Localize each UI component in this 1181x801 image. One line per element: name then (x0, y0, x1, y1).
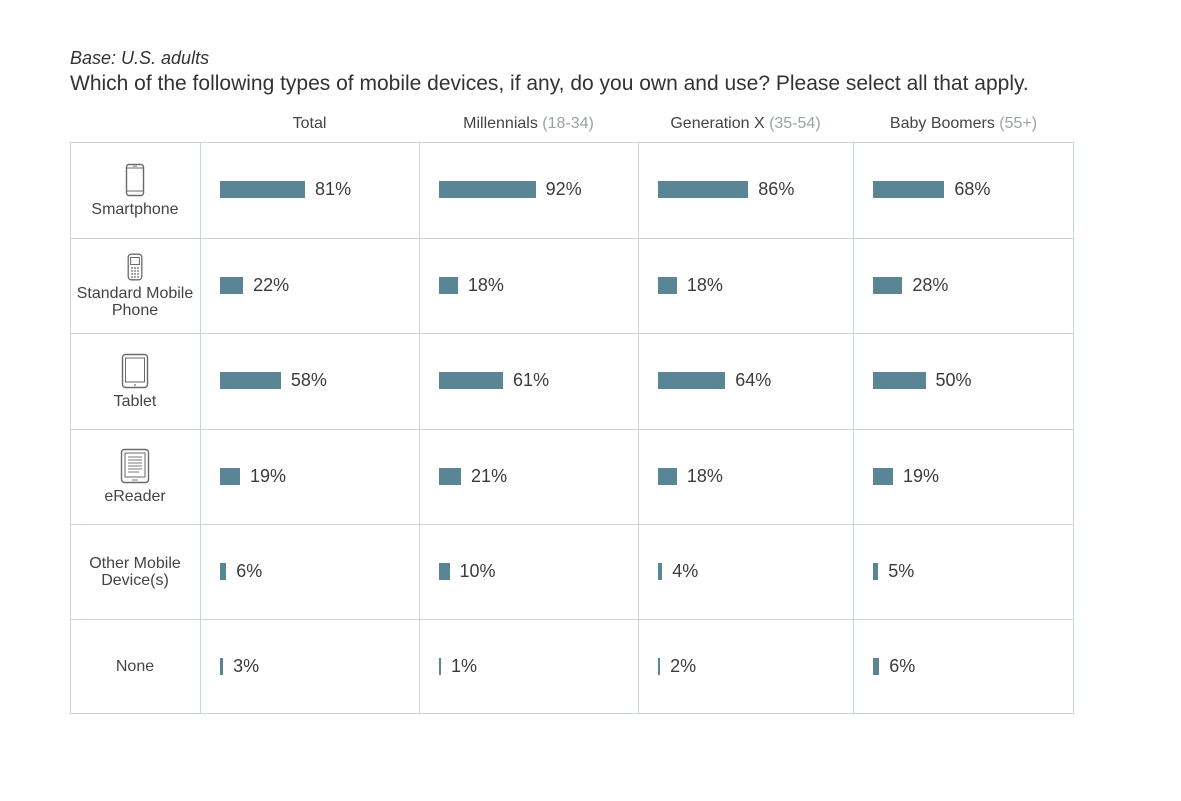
survey-question: Which of the following types of mobile d… (70, 72, 1029, 95)
bar (658, 657, 661, 675)
data-label: 18% (686, 274, 723, 295)
bar (658, 372, 726, 389)
row-divider (70, 238, 1074, 239)
ereader-icon (70, 448, 200, 484)
data-label: 64% (735, 370, 772, 390)
base-note: Base: U.S. adults (70, 48, 210, 68)
data-label: 2% (670, 655, 697, 676)
row-label-text: Other Mobile Device(s) (89, 554, 181, 589)
tablet-icon (70, 353, 200, 389)
bar (658, 276, 677, 294)
data-label: 6% (889, 655, 916, 676)
column-divider (200, 142, 201, 714)
row-label-text: Standard Mobile Phone (76, 284, 194, 319)
bar (439, 181, 536, 198)
column-header-name: Total (292, 115, 327, 132)
column-header-name: Generation X (670, 115, 765, 132)
bar (658, 467, 677, 485)
bar (873, 562, 879, 580)
row-label-ereader: eReader (70, 448, 200, 505)
bar (873, 276, 903, 294)
smartphone-icon (70, 163, 200, 197)
row-label-text: None (115, 658, 155, 675)
row-divider (70, 524, 1074, 525)
bar (658, 181, 749, 198)
column-header: Total (293, 115, 327, 133)
data-label: 19% (902, 465, 939, 486)
data-label: 61% (513, 370, 550, 390)
data-label: 92% (545, 179, 582, 199)
data-label: 19% (249, 465, 286, 486)
bar (439, 276, 458, 294)
bar (220, 562, 227, 580)
column-header-range: (55+) (999, 115, 1038, 132)
data-label: 21% (471, 465, 508, 486)
row-label-smartphone: Smartphone (70, 163, 200, 218)
data-label: 58% (290, 370, 327, 390)
row-label-text: Smartphone (91, 200, 179, 218)
row-label-standard-mobile-phone: Standard Mobile Phone (70, 253, 200, 319)
data-label: 81% (315, 179, 352, 199)
bar (873, 181, 945, 198)
row-label-text: Tablet (113, 392, 157, 410)
data-label: 6% (236, 560, 263, 581)
bar (439, 657, 441, 675)
bar (220, 657, 224, 675)
row-divider (70, 429, 1074, 430)
data-label: 4% (672, 560, 699, 581)
row-divider (70, 333, 1074, 334)
bar (220, 276, 244, 294)
row-label-tablet: Tablet (70, 353, 200, 410)
bar (439, 467, 462, 485)
data-label: 28% (912, 274, 949, 295)
column-divider (419, 142, 420, 714)
bar (873, 657, 880, 675)
row-label-other-mobile-device-s: Other Mobile Device(s) (70, 555, 200, 589)
data-label: 5% (888, 560, 915, 581)
column-header-range: (18-34) (542, 115, 594, 132)
column-header-name: Millennials (463, 115, 538, 132)
row-label-text: eReader (104, 488, 166, 505)
data-label: 3% (233, 655, 260, 676)
data-label: 50% (935, 370, 972, 390)
data-label: 68% (954, 179, 991, 199)
data-label: 18% (686, 465, 723, 486)
column-header-name: Baby Boomers (889, 115, 995, 132)
column-header: Baby Boomers (55+) (890, 115, 1037, 133)
column-divider (638, 142, 639, 714)
bar (220, 181, 306, 198)
column-header-range: (35-54) (769, 115, 821, 132)
bar (658, 562, 663, 580)
bar (220, 372, 281, 389)
feature-phone-icon (70, 253, 200, 281)
data-label: 1% (451, 655, 478, 676)
table-frame (70, 142, 1074, 714)
row-label-none: None (70, 658, 200, 675)
data-label: 22% (253, 274, 290, 295)
bar (439, 372, 504, 389)
bar (873, 372, 926, 389)
column-header: Generation X (35-54) (670, 115, 820, 133)
bar (873, 467, 893, 485)
column-divider (853, 142, 854, 714)
data-label: 10% (459, 560, 496, 581)
bar (220, 467, 240, 485)
data-label: 18% (467, 274, 504, 295)
bar (439, 562, 450, 580)
column-header: Millennials (18-34) (463, 115, 594, 133)
row-divider (70, 619, 1074, 620)
data-label: 86% (758, 179, 795, 199)
